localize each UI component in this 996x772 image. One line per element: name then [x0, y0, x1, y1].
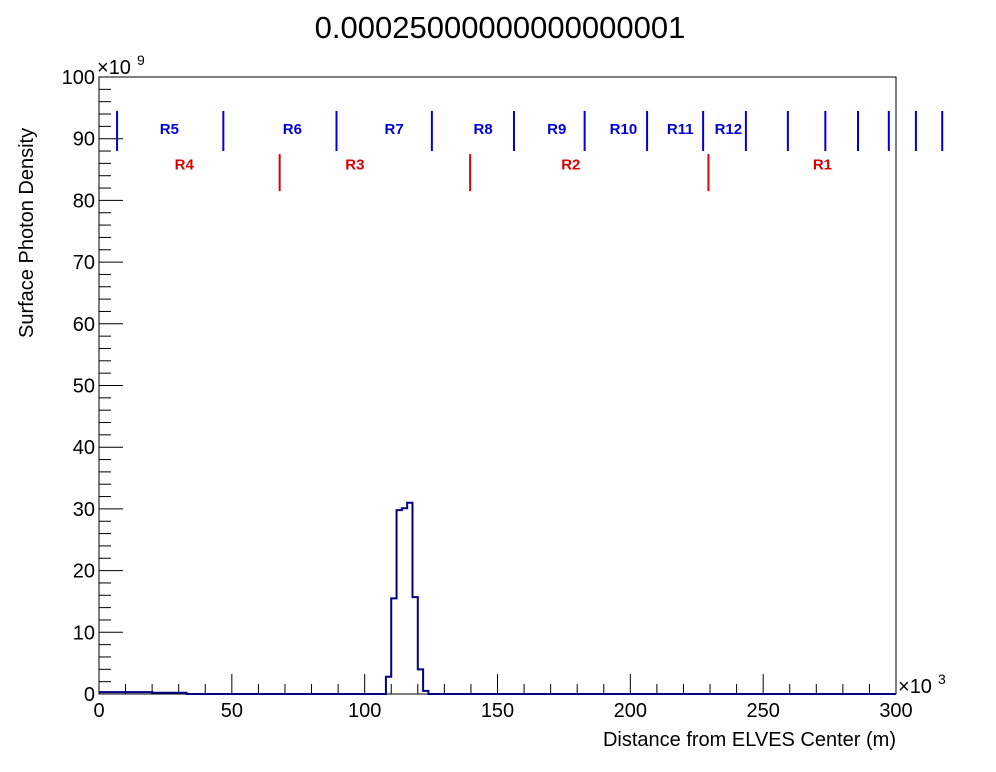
x-tick-label: 250 [746, 700, 779, 722]
y-tick-label: 0 [84, 684, 95, 706]
x-tick-label: 100 [348, 700, 381, 722]
x-axis-multiplier: ×10 [898, 676, 932, 698]
blue-ring-label: R12 [715, 121, 743, 138]
y-tick-label: 30 [73, 499, 95, 521]
y-tick-label: 10 [73, 622, 95, 644]
blue-ring-label: R8 [474, 121, 493, 138]
red-ring-label: R4 [175, 157, 195, 174]
plot-frame [98, 76, 897, 695]
y-tick-label: 100 [62, 67, 95, 89]
blue-ring-label: R9 [547, 121, 566, 138]
ring-markers: R5 R6 R7 R8 R9 R10 R11 R12 R4 R3 R2 R1 [116, 110, 944, 192]
y-tick-label: 50 [73, 376, 95, 398]
blue-ring-label: R7 [385, 121, 404, 138]
y-tick-label: 70 [73, 252, 95, 274]
y-tick-label: 60 [73, 314, 95, 336]
x-tick-label: 0 [93, 700, 104, 722]
y-axis-label: Surface Photon Density [16, 128, 38, 338]
blue-ring-label: R11 [667, 121, 694, 138]
blue-ring-label: R10 [610, 121, 638, 138]
x-tick-label: 200 [614, 700, 647, 722]
x-tick-label: 50 [221, 700, 243, 722]
blue-ring-label: R5 [160, 121, 179, 138]
blue-ring-label: R6 [283, 121, 302, 138]
x-axis-exponent: 3 [938, 671, 946, 687]
y-axis-ticks: 0 10 20 30 40 50 60 70 80 90 100 [62, 67, 123, 706]
y-tick-label: 20 [73, 561, 95, 583]
x-tick-label: 150 [481, 700, 514, 722]
red-ring-label: R3 [345, 157, 364, 174]
chart-title: 0.00025000000000000001 [315, 10, 686, 45]
x-tick-label: 300 [879, 700, 912, 722]
x-axis-ticks: 0 50 100 150 200 250 300 [93, 674, 913, 722]
histogram-bin [402, 508, 407, 694]
histogram-series [99, 501, 896, 695]
histogram-line [99, 501, 896, 695]
y-tick-label: 80 [73, 190, 95, 212]
y-axis-multiplier: ×10 [97, 57, 131, 79]
y-tick-label: 40 [73, 437, 95, 459]
red-ring-label: R1 [813, 157, 832, 174]
red-ring-label: R2 [561, 157, 580, 174]
x-axis-label: Distance from ELVES Center (m) [603, 729, 896, 751]
y-tick-label: 90 [73, 129, 95, 151]
y-axis-exponent: 9 [137, 52, 145, 68]
